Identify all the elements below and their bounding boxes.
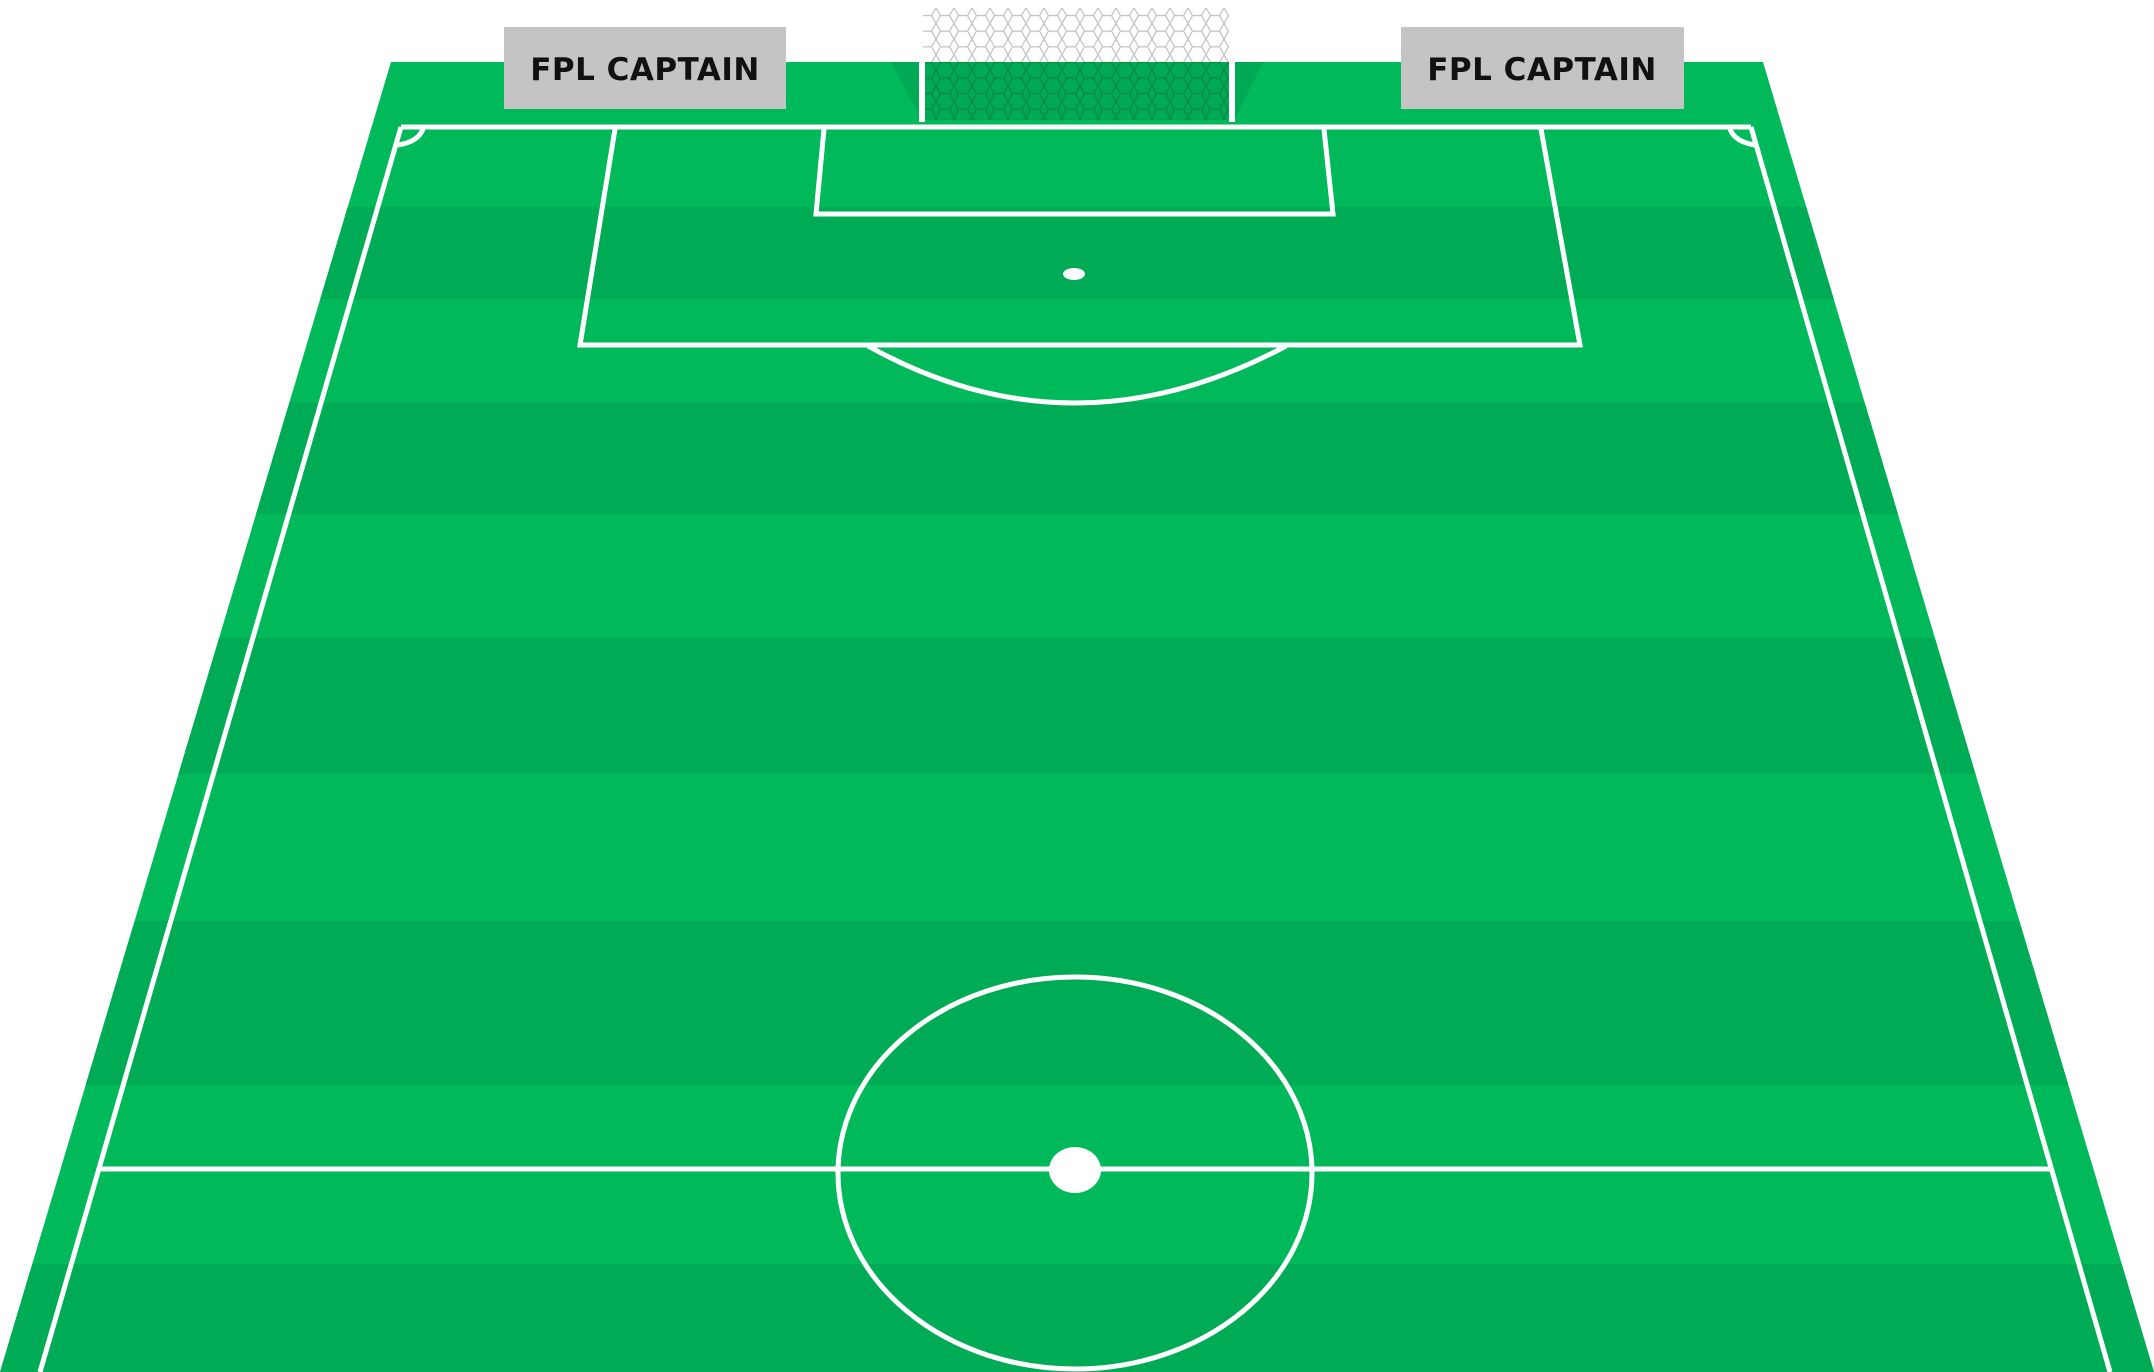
touchline-right	[1748, 126, 2113, 1372]
touchline-left	[37, 126, 404, 1372]
corner-arc-left	[397, 127, 426, 148]
ad-board-left: FPL CAPTAIN	[504, 27, 786, 109]
corner-arc-right	[1727, 127, 1756, 148]
pitch-stripes	[0, 207, 2154, 1372]
six-yard-box	[813, 128, 1336, 217]
ad-board-right-text: FPL CAPTAIN	[1427, 52, 1657, 88]
penalty-box	[577, 128, 1583, 348]
ad-board-left-text: FPL CAPTAIN	[530, 52, 760, 88]
penalty-arc	[866, 343, 1288, 406]
centre-spot	[1049, 1147, 1101, 1193]
pitch-lines	[37, 124, 2113, 1372]
centre-circle	[835, 974, 1315, 1372]
goal	[919, 8, 1235, 122]
penalty-spot	[1063, 268, 1085, 280]
goal-shadow-left	[891, 62, 923, 122]
goal-shadow-right	[1233, 62, 1263, 122]
ad-board-right: FPL CAPTAIN	[1401, 27, 1684, 109]
